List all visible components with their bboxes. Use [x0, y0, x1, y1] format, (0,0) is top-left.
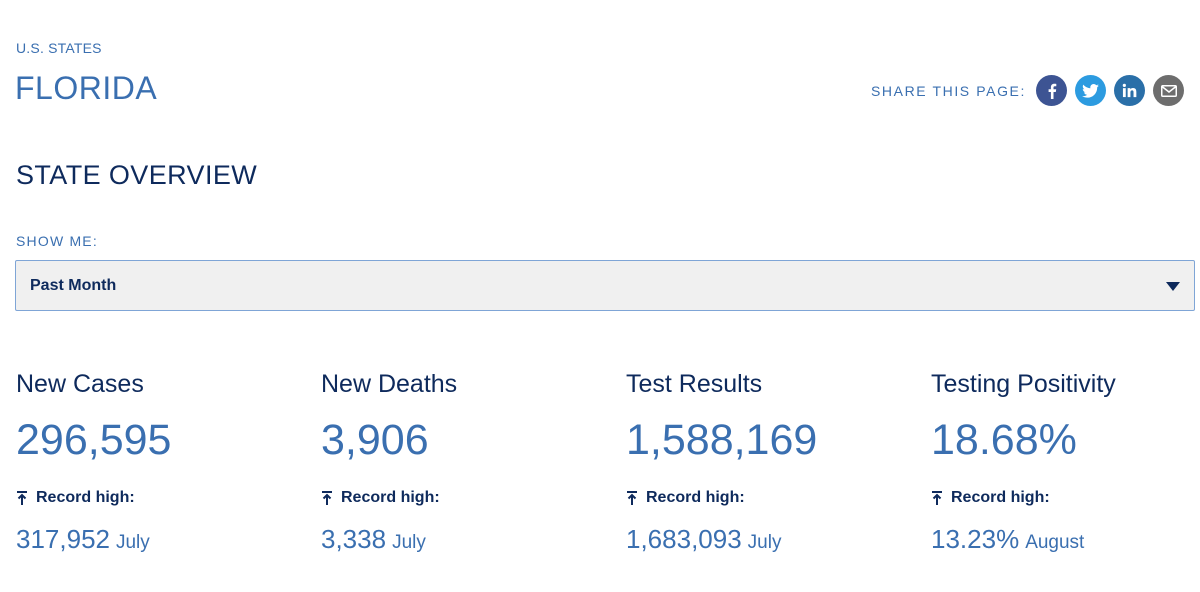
linkedin-icon: [1122, 83, 1137, 98]
record-high-row: Record high:: [16, 489, 135, 507]
twitter-icon: [1082, 83, 1099, 98]
arrow-up-to-line-icon: [322, 491, 332, 505]
record-high-month: August: [1025, 532, 1085, 553]
stat-new-cases: New Cases 296,595 Record high: 317,952 J…: [16, 368, 316, 554]
stat-test-results: Test Results 1,588,169 Record high: 1,68…: [626, 368, 926, 554]
record-high-month: July: [392, 532, 426, 553]
section-title: STATE OVERVIEW: [16, 160, 258, 190]
stat-value: 296,595: [16, 416, 172, 464]
twitter-share-button[interactable]: [1075, 75, 1106, 106]
share-bar: SHARE THIS PAGE:: [871, 75, 1184, 106]
email-share-button[interactable]: [1153, 75, 1184, 106]
record-high-value-row: 1,683,093 July: [626, 524, 781, 555]
record-high-row: Record high:: [626, 489, 745, 507]
stat-testing-positivity: Testing Positivity 18.68% Record high: 1…: [931, 368, 1200, 554]
record-high-value-row: 317,952 July: [16, 524, 150, 555]
record-high-label: Record high:: [646, 489, 745, 506]
arrow-up-to-line-icon: [932, 491, 942, 505]
record-high-row: Record high:: [321, 489, 440, 507]
email-icon: [1160, 84, 1177, 97]
record-high-label: Record high:: [341, 489, 440, 506]
stat-label: New Deaths: [321, 370, 458, 398]
linkedin-share-button[interactable]: [1114, 75, 1145, 106]
breadcrumb[interactable]: U.S. STATES: [16, 40, 102, 56]
record-high-month: July: [747, 532, 782, 553]
time-range-selected-value: Past Month: [30, 276, 117, 294]
time-range-select[interactable]: Past Month: [15, 260, 1195, 311]
arrow-up-to-line-icon: [17, 491, 27, 505]
record-high-label: Record high:: [951, 489, 1050, 506]
record-high-value: 13.23%: [931, 524, 1020, 554]
page-title: FLORIDA: [15, 70, 158, 106]
record-high-value: 317,952: [16, 524, 110, 554]
record-high-value-row: 3,338 July: [321, 524, 426, 555]
arrow-up-to-line-icon: [627, 491, 637, 505]
stat-new-deaths: New Deaths 3,906 Record high: 3,338 July: [321, 368, 621, 554]
facebook-share-button[interactable]: [1036, 75, 1067, 106]
record-high-value: 3,338: [321, 524, 387, 554]
stat-label: Testing Positivity: [931, 370, 1116, 398]
record-high-row: Record high:: [931, 489, 1050, 507]
caret-down-icon: [1166, 282, 1180, 291]
stat-label: Test Results: [626, 370, 763, 398]
stat-value: 3,906: [321, 416, 429, 464]
stat-value: 1,588,169: [626, 416, 818, 464]
record-high-month: July: [115, 532, 150, 553]
stat-label: New Cases: [16, 370, 144, 398]
record-high-value: 1,683,093: [626, 524, 742, 554]
facebook-icon: [1048, 83, 1056, 99]
stat-value: 18.68%: [931, 416, 1077, 464]
record-high-label: Record high:: [36, 489, 135, 506]
filter-label: SHOW ME:: [16, 233, 98, 249]
share-label: SHARE THIS PAGE:: [870, 82, 1026, 99]
record-high-value-row: 13.23% August: [931, 524, 1084, 555]
